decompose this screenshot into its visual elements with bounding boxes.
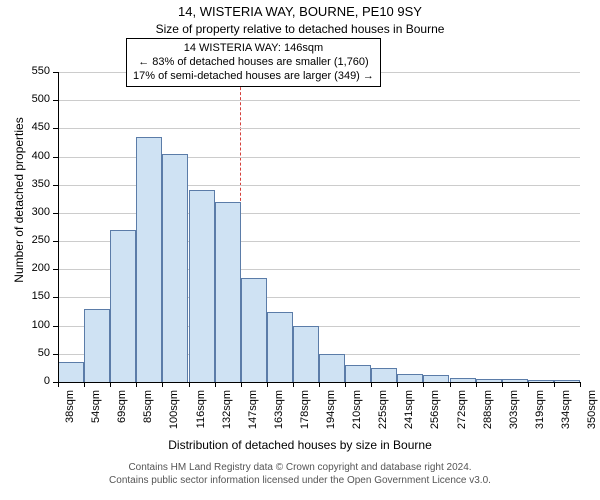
x-tick-label: 272sqm — [456, 390, 468, 440]
histogram-bar — [371, 368, 397, 382]
x-tick-label: 100sqm — [168, 390, 180, 440]
y-tick-label: 50 — [20, 347, 50, 359]
histogram-bar — [136, 137, 162, 382]
x-tick-label: 194sqm — [325, 390, 337, 440]
info-box: 14 WISTERIA WAY: 146sqm ← 83% of detache… — [126, 38, 381, 87]
footer-line-2: Contains public sector information licen… — [0, 475, 600, 486]
x-tick-label: 163sqm — [273, 390, 285, 440]
x-axis-line — [58, 382, 580, 383]
x-tick-label: 303sqm — [508, 390, 520, 440]
histogram-bar — [84, 309, 110, 382]
y-tick-label: 100 — [20, 319, 50, 331]
x-tick-label: 54sqm — [90, 390, 102, 440]
x-tick-label: 69sqm — [116, 390, 128, 440]
x-tick-label: 241sqm — [403, 390, 415, 440]
x-tick-label: 334sqm — [560, 390, 572, 440]
info-line-2: ← 83% of detached houses are smaller (1,… — [133, 56, 374, 70]
y-tick-label: 0 — [20, 375, 50, 387]
y-tick-label: 200 — [20, 262, 50, 274]
sub-title: Size of property relative to detached ho… — [0, 22, 600, 36]
histogram-bar — [423, 375, 449, 382]
x-tick-label: 147sqm — [247, 390, 259, 440]
plot-area: 05010015020025030035040045050055038sqm54… — [58, 72, 580, 382]
x-tick-label: 225sqm — [377, 390, 389, 440]
x-tick-label: 256sqm — [429, 390, 441, 440]
x-tick-label: 38sqm — [64, 390, 76, 440]
y-tick-label: 500 — [20, 93, 50, 105]
x-tick-label: 85sqm — [142, 390, 154, 440]
y-tick-label: 350 — [20, 178, 50, 190]
grid-line — [58, 100, 580, 101]
histogram-bar — [397, 374, 423, 382]
x-tick-label: 350sqm — [586, 390, 598, 440]
histogram-bar — [241, 278, 267, 382]
histogram-bar — [293, 326, 319, 382]
histogram-bar — [58, 362, 84, 382]
histogram-bar — [345, 365, 371, 382]
x-tick-label: 178sqm — [299, 390, 311, 440]
chart-container: { "title1": "14, WISTERIA WAY, BOURNE, P… — [0, 0, 600, 500]
histogram-bar — [267, 312, 293, 382]
info-line-3: 17% of semi-detached houses are larger (… — [133, 70, 374, 84]
footer-line-1: Contains HM Land Registry data © Crown c… — [0, 462, 600, 473]
y-axis-line — [58, 72, 59, 382]
x-axis-label: Distribution of detached houses by size … — [0, 438, 600, 452]
main-title: 14, WISTERIA WAY, BOURNE, PE10 9SY — [0, 4, 600, 19]
histogram-bar — [162, 154, 188, 382]
y-tick-label: 450 — [20, 121, 50, 133]
histogram-bar — [189, 190, 215, 382]
x-tick-label: 210sqm — [351, 390, 363, 440]
grid-line — [58, 128, 580, 129]
x-tick-label: 288sqm — [482, 390, 494, 440]
histogram-bar — [110, 230, 136, 382]
histogram-bar — [215, 202, 241, 382]
x-tick-mark — [580, 382, 581, 387]
y-tick-label: 550 — [20, 65, 50, 77]
x-tick-label: 116sqm — [195, 390, 207, 440]
x-tick-label: 319sqm — [534, 390, 546, 440]
info-line-1: 14 WISTERIA WAY: 146sqm — [133, 42, 374, 56]
y-tick-label: 400 — [20, 150, 50, 162]
histogram-bar — [319, 354, 345, 382]
x-tick-label: 132sqm — [221, 390, 233, 440]
y-tick-label: 150 — [20, 290, 50, 302]
y-tick-label: 300 — [20, 206, 50, 218]
y-tick-label: 250 — [20, 234, 50, 246]
